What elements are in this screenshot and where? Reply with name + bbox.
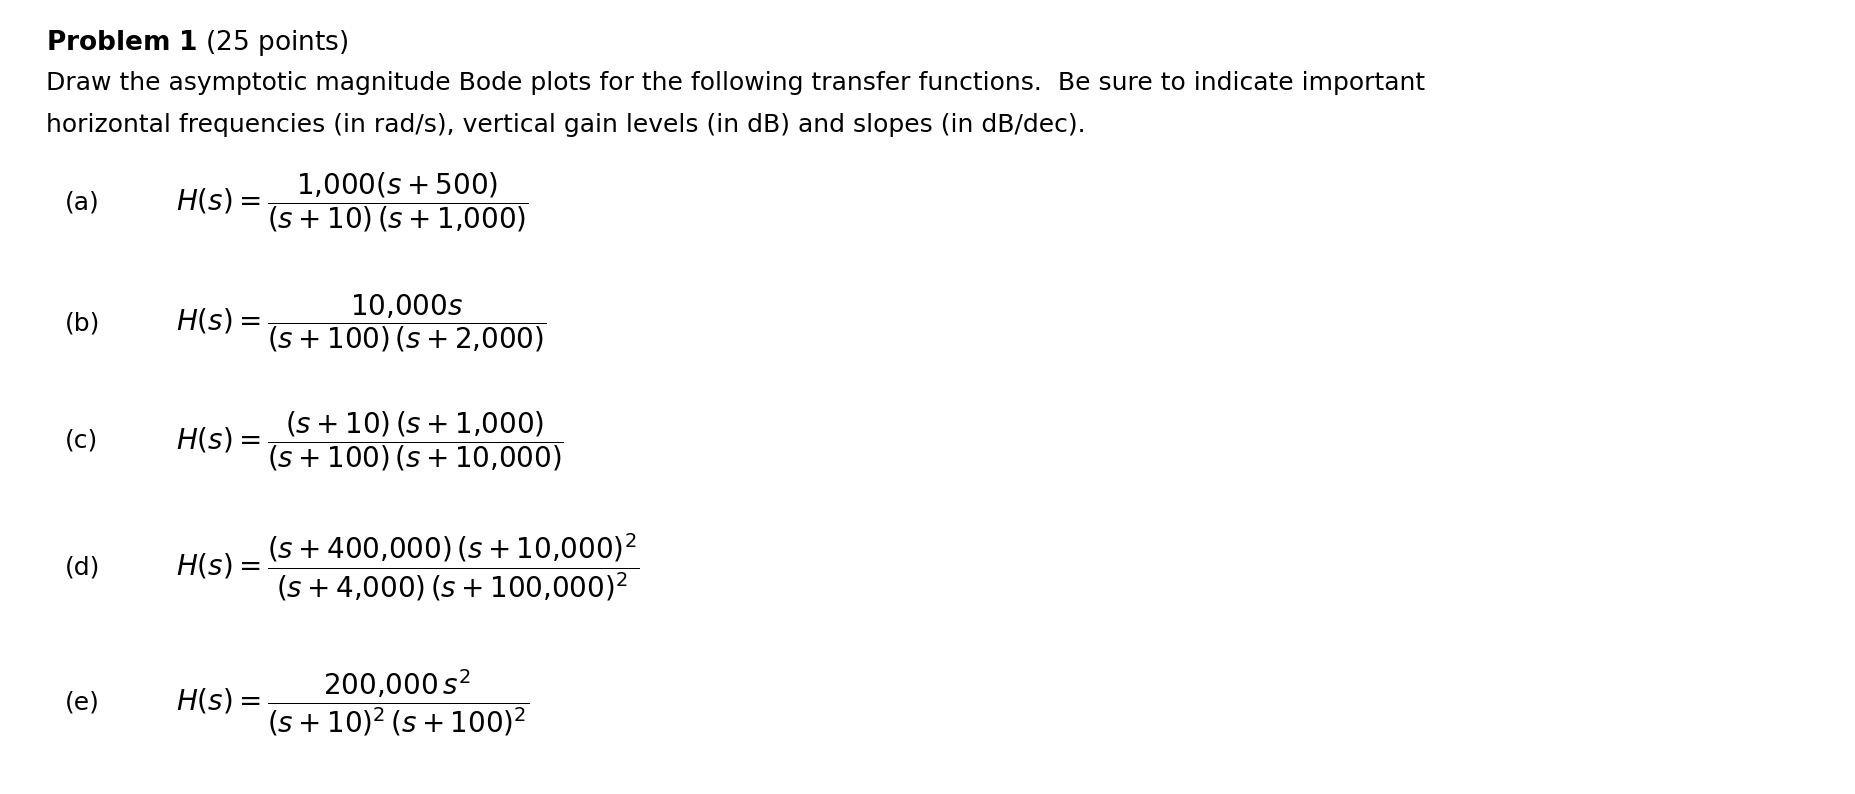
- Text: $H(s) = \dfrac{(s+10)\,(s+1{,}000)}{(s+100)\,(s+10{,}000)}$: $H(s) = \dfrac{(s+10)\,(s+1{,}000)}{(s+1…: [176, 409, 564, 472]
- Text: (b): (b): [65, 311, 100, 335]
- Text: Draw the asymptotic magnitude Bode plots for the following transfer functions.  : Draw the asymptotic magnitude Bode plots…: [46, 71, 1425, 95]
- Text: $H(s) = \dfrac{200{,}000\,s^2}{(s+10)^2\,(s+100)^2}$: $H(s) = \dfrac{200{,}000\,s^2}{(s+10)^2\…: [176, 668, 529, 738]
- Text: $H(s) = \dfrac{(s+400{,}000)\,(s+10{,}000)^2}{(s+4{,}000)\,(s+100{,}000)^2}$: $H(s) = \dfrac{(s+400{,}000)\,(s+10{,}00…: [176, 532, 640, 603]
- Text: $H(s) = \dfrac{1{,}000(s+500)}{(s+10)\,(s+1{,}000)}$: $H(s) = \dfrac{1{,}000(s+500)}{(s+10)\,(…: [176, 171, 529, 234]
- Text: (d): (d): [65, 556, 100, 580]
- Text: (a): (a): [65, 191, 100, 214]
- Text: horizontal frequencies (in rad/s), vertical gain levels (in dB) and slopes (in d: horizontal frequencies (in rad/s), verti…: [46, 113, 1085, 137]
- Text: $H(s) = \dfrac{10{,}000s}{(s+100)\,(s+2{,}000)}$: $H(s) = \dfrac{10{,}000s}{(s+100)\,(s+2{…: [176, 292, 547, 354]
- Text: (c): (c): [65, 429, 98, 453]
- Text: (e): (e): [65, 691, 100, 715]
- Text: $\mathbf{Problem\ 1}$ (25 points): $\mathbf{Problem\ 1}$ (25 points): [46, 28, 349, 58]
